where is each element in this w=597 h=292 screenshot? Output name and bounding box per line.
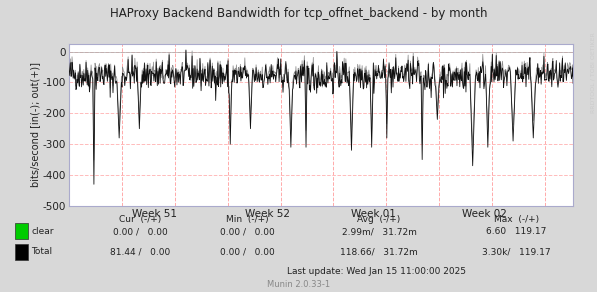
Text: clear: clear bbox=[31, 227, 54, 236]
Text: 0.00 /   0.00: 0.00 / 0.00 bbox=[113, 227, 168, 236]
Text: 0.00 /   0.00: 0.00 / 0.00 bbox=[220, 227, 275, 236]
Text: Munin 2.0.33-1: Munin 2.0.33-1 bbox=[267, 280, 330, 289]
Text: 0.00 /   0.00: 0.00 / 0.00 bbox=[220, 248, 275, 256]
Text: 3.30k/   119.17: 3.30k/ 119.17 bbox=[482, 248, 550, 256]
Text: 81.44 /   0.00: 81.44 / 0.00 bbox=[110, 248, 170, 256]
Text: HAProxy Backend Bandwidth for tcp_offnet_backend - by month: HAProxy Backend Bandwidth for tcp_offnet… bbox=[110, 7, 487, 20]
Y-axis label: bits/second [in(-); out(+)]: bits/second [in(-); out(+)] bbox=[30, 62, 40, 187]
Text: RRDTOOL / TOBI OETIKER: RRDTOOL / TOBI OETIKER bbox=[591, 33, 596, 113]
Text: Total: Total bbox=[31, 248, 52, 256]
Text: 118.66/   31.72m: 118.66/ 31.72m bbox=[340, 248, 418, 256]
Text: Cur  (-/+): Cur (-/+) bbox=[119, 215, 161, 224]
Text: 6.60   119.17: 6.60 119.17 bbox=[486, 227, 547, 236]
Text: 2.99m/   31.72m: 2.99m/ 31.72m bbox=[341, 227, 417, 236]
Text: Last update: Wed Jan 15 11:00:00 2025: Last update: Wed Jan 15 11:00:00 2025 bbox=[287, 267, 466, 276]
Text: Max  (-/+): Max (-/+) bbox=[494, 215, 539, 224]
Text: Min  (-/+): Min (-/+) bbox=[226, 215, 269, 224]
Text: Avg  (-/+): Avg (-/+) bbox=[358, 215, 401, 224]
